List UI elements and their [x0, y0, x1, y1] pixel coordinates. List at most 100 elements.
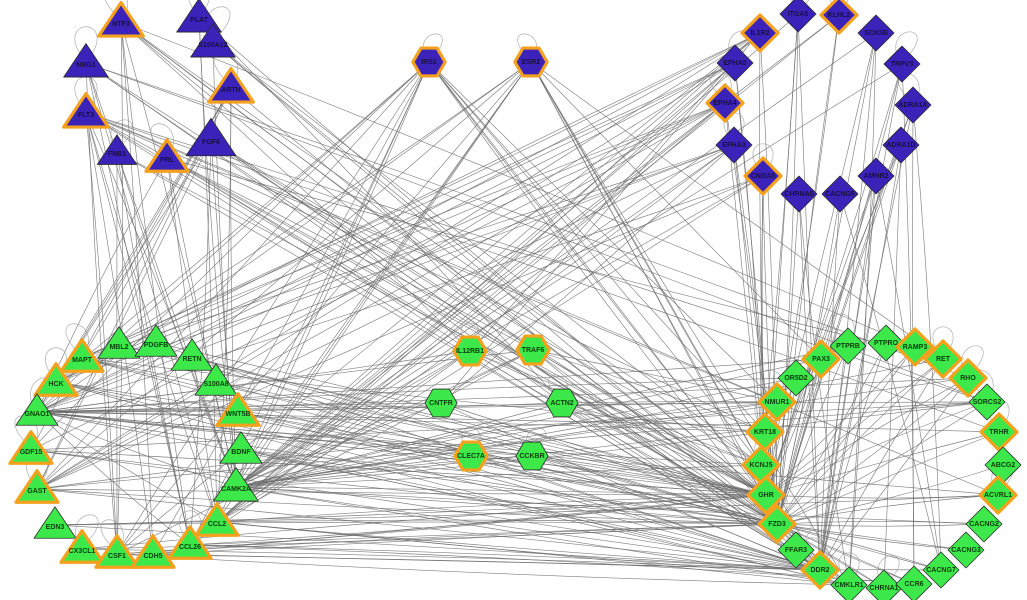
node-shape-diamond[interactable]: [819, 0, 859, 35]
node-shape-hexagon[interactable]: [515, 334, 551, 366]
graph-node[interactable]: [94, 534, 140, 569]
graph-node[interactable]: [857, 14, 895, 52]
graph-node[interactable]: [96, 134, 138, 165]
node-shape-diamond[interactable]: [829, 327, 867, 365]
node-shape-diamond[interactable]: [743, 156, 783, 196]
node-shape-triangle[interactable]: [97, 1, 145, 38]
node-shape-diamond[interactable]: [895, 327, 935, 367]
node-shape-triangle[interactable]: [134, 324, 178, 357]
node-shape-triangle[interactable]: [62, 92, 110, 129]
graph-node[interactable]: [857, 157, 895, 195]
graph-node[interactable]: [8, 430, 54, 465]
graph-node[interactable]: [865, 569, 903, 600]
graph-node[interactable]: [965, 505, 1003, 543]
graph-node[interactable]: [984, 446, 1022, 484]
node-shape-hexagon[interactable]: [411, 46, 447, 78]
graph-node[interactable]: [513, 46, 549, 78]
graph-node[interactable]: [757, 504, 797, 544]
node-shape-triangle[interactable]: [8, 430, 54, 465]
graph-node[interactable]: [194, 363, 238, 396]
node-shape-diamond[interactable]: [968, 383, 1006, 421]
node-shape-triangle[interactable]: [130, 534, 176, 569]
node-shape-diamond[interactable]: [883, 45, 921, 83]
graph-node[interactable]: [213, 467, 259, 502]
node-shape-hexagon[interactable]: [545, 388, 579, 418]
node-shape-diamond[interactable]: [965, 505, 1003, 543]
graph-node[interactable]: [743, 156, 783, 196]
node-shape-diamond[interactable]: [801, 339, 841, 379]
graph-node[interactable]: [185, 117, 237, 157]
graph-node[interactable]: [830, 566, 868, 600]
node-shape-diamond[interactable]: [746, 475, 786, 515]
graph-node[interactable]: [515, 441, 549, 471]
node-shape-diamond[interactable]: [757, 382, 797, 422]
graph-node[interactable]: [947, 531, 985, 569]
node-shape-diamond[interactable]: [923, 339, 963, 379]
node-shape-diamond[interactable]: [894, 86, 932, 124]
graph-node[interactable]: [800, 550, 840, 590]
graph-node[interactable]: [134, 324, 178, 357]
graph-node[interactable]: [801, 339, 841, 379]
graph-node[interactable]: [14, 469, 60, 504]
node-shape-diamond[interactable]: [780, 175, 818, 213]
node-shape-diamond[interactable]: [779, 0, 817, 33]
node-shape-diamond[interactable]: [867, 324, 905, 362]
node-shape-triangle[interactable]: [213, 467, 259, 502]
node-shape-diamond[interactable]: [947, 531, 985, 569]
graph-node[interactable]: [740, 13, 780, 53]
node-shape-hexagon[interactable]: [513, 46, 549, 78]
graph-node[interactable]: [715, 126, 753, 164]
graph-node[interactable]: [59, 338, 105, 373]
node-shape-diamond[interactable]: [777, 531, 815, 569]
graph-node[interactable]: [219, 431, 263, 464]
graph-node[interactable]: [97, 326, 141, 359]
node-shape-diamond[interactable]: [716, 44, 754, 82]
node-shape-diamond[interactable]: [922, 551, 960, 589]
graph-node[interactable]: [207, 67, 255, 104]
node-shape-triangle[interactable]: [167, 525, 213, 560]
graph-node[interactable]: [515, 334, 551, 366]
graph-node[interactable]: [883, 45, 921, 83]
node-shape-triangle[interactable]: [144, 138, 190, 173]
graph-node[interactable]: [33, 506, 77, 539]
node-shape-diamond[interactable]: [740, 13, 780, 53]
graph-node[interactable]: [453, 440, 489, 472]
node-shape-triangle[interactable]: [33, 362, 79, 397]
graph-node[interactable]: [780, 175, 818, 213]
node-shape-triangle[interactable]: [59, 338, 105, 373]
graph-node[interactable]: [746, 475, 786, 515]
node-shape-triangle[interactable]: [219, 431, 263, 464]
graph-node[interactable]: [176, 0, 222, 33]
node-shape-diamond[interactable]: [830, 566, 868, 600]
node-shape-hexagon[interactable]: [424, 388, 458, 418]
graph-node[interactable]: [190, 23, 236, 58]
node-shape-diamond[interactable]: [800, 550, 840, 590]
node-shape-diamond[interactable]: [978, 475, 1018, 515]
graph-node[interactable]: [979, 412, 1019, 452]
node-shape-diamond[interactable]: [857, 157, 895, 195]
node-shape-triangle[interactable]: [190, 23, 236, 58]
graph-node[interactable]: [777, 359, 815, 397]
graph-node[interactable]: [545, 388, 579, 418]
node-shape-triangle[interactable]: [63, 43, 109, 78]
graph-node[interactable]: [59, 529, 105, 564]
graph-node[interactable]: [62, 92, 110, 129]
graph-node[interactable]: [97, 1, 145, 38]
node-shape-diamond[interactable]: [865, 569, 903, 600]
node-shape-triangle[interactable]: [170, 338, 214, 371]
graph-node[interactable]: [424, 388, 458, 418]
graph-node[interactable]: [882, 126, 920, 164]
graph-node[interactable]: [895, 327, 935, 367]
graph-node[interactable]: [895, 565, 933, 600]
graph-node[interactable]: [821, 175, 859, 213]
graph-node[interactable]: [829, 327, 867, 365]
node-shape-diamond[interactable]: [821, 175, 859, 213]
node-shape-triangle[interactable]: [96, 134, 138, 165]
graph-node[interactable]: [33, 362, 79, 397]
node-shape-triangle[interactable]: [97, 326, 141, 359]
node-shape-triangle[interactable]: [207, 67, 255, 104]
node-shape-diamond[interactable]: [777, 359, 815, 397]
graph-node[interactable]: [63, 43, 109, 78]
graph-node[interactable]: [411, 46, 447, 78]
graph-node[interactable]: [705, 83, 745, 123]
